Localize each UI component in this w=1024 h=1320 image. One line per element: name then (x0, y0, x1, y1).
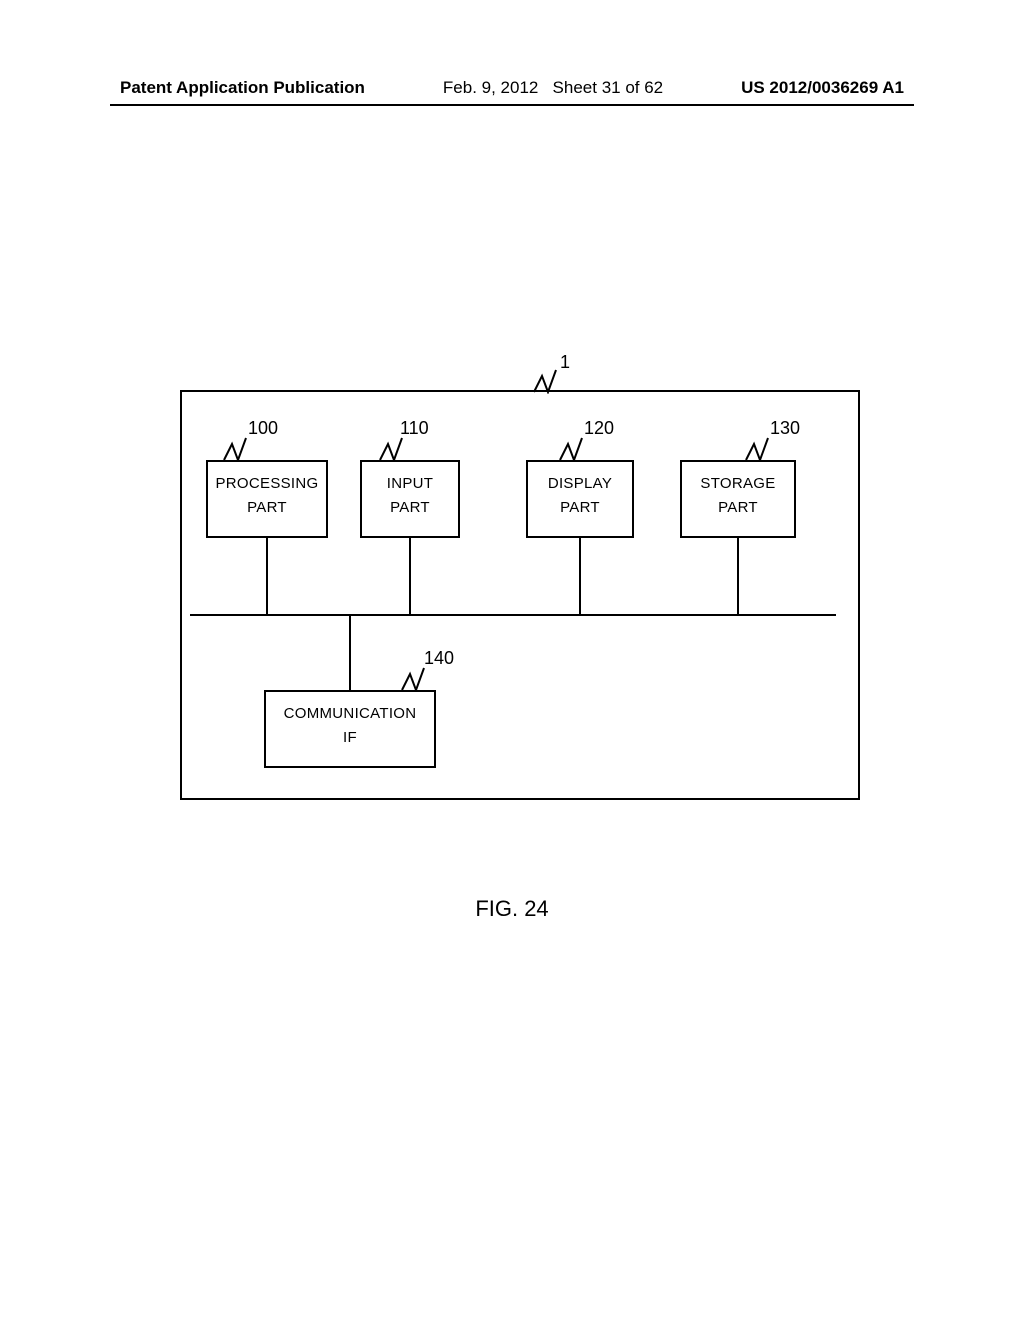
display-label-1: DISPLAY (548, 475, 612, 492)
storage-part-box: STORAGE PART (680, 460, 796, 538)
ref-100: 100 (248, 418, 278, 439)
leader-120 (556, 436, 586, 462)
communication-if-box: COMMUNICATION IF (264, 690, 436, 768)
ref-1: 1 (560, 352, 570, 373)
wire-input (409, 538, 411, 614)
leader-100 (220, 436, 250, 462)
wire-display (579, 538, 581, 614)
processing-label-1: PROCESSING (215, 475, 318, 492)
display-label-2: PART (560, 499, 600, 516)
input-part-box: INPUT PART (360, 460, 460, 538)
leader-130 (742, 436, 772, 462)
ref-120: 120 (584, 418, 614, 439)
wire-storage (737, 538, 739, 614)
storage-label-1: STORAGE (700, 475, 775, 492)
figure-label: FIG. 24 (0, 896, 1024, 922)
leader-110 (376, 436, 406, 462)
storage-label-2: PART (718, 499, 758, 516)
leader-140 (398, 666, 428, 692)
processing-label-2: PART (247, 499, 287, 516)
wire-processing (266, 538, 268, 614)
input-label-1: INPUT (387, 475, 434, 492)
display-part-box: DISPLAY PART (526, 460, 634, 538)
leader-1 (530, 368, 560, 394)
bus-wire (190, 614, 836, 616)
patent-page: Patent Application Publication Feb. 9, 2… (0, 0, 1024, 1320)
figure-24-diagram: 1 PROCESSING PART 100 INPUT PART 110 (0, 0, 1024, 1320)
wire-comm (349, 616, 351, 690)
processing-part-box: PROCESSING PART (206, 460, 328, 538)
input-label-2: PART (390, 499, 430, 516)
ref-140: 140 (424, 648, 454, 669)
comm-label-2: IF (343, 729, 357, 746)
ref-130: 130 (770, 418, 800, 439)
comm-label-1: COMMUNICATION (284, 705, 417, 722)
